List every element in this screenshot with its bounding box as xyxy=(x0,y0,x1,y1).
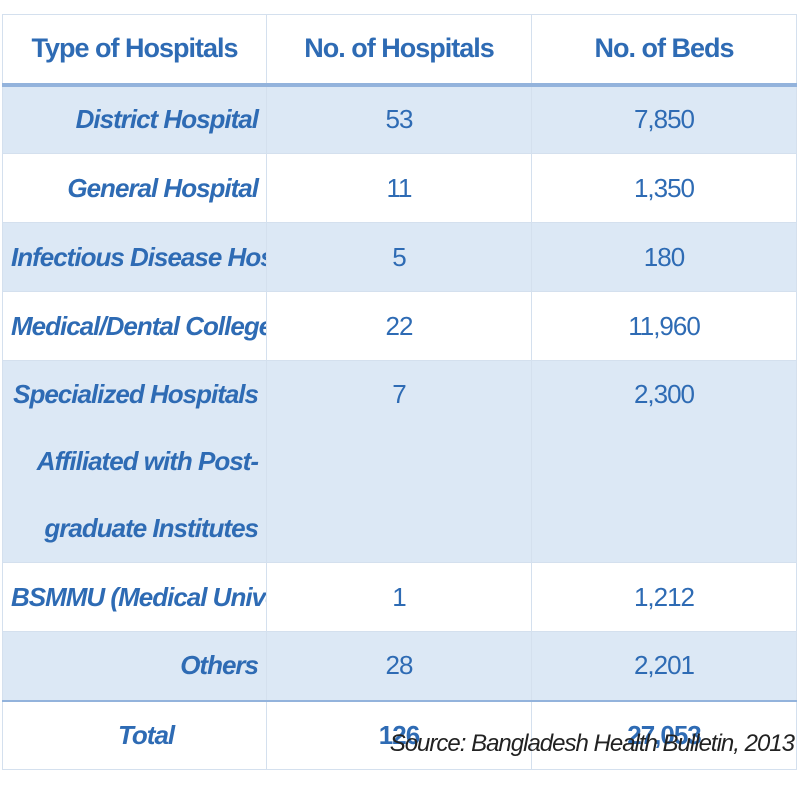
total-row: Total 126 27,053 xyxy=(2,699,797,770)
table-row: BSMMU (Medical University) 1 1,212 xyxy=(2,562,797,632)
total-beds: 27,053 xyxy=(531,699,797,770)
table-row: Others 28 2,201 xyxy=(2,631,797,701)
header-hospitals: No. of Hospitals xyxy=(266,14,532,87)
hospital-table: Type of Hospitals No. of Hospitals No. o… xyxy=(2,14,797,770)
hospital-type: General Hospital xyxy=(2,153,267,223)
header-beds: No. of Beds xyxy=(531,14,797,87)
bed-count: 2,300 xyxy=(531,360,797,563)
hospital-count: 28 xyxy=(266,631,532,701)
hospital-type: Infectious Disease Hospital xyxy=(2,222,267,292)
table-row: Infectious Disease Hospital 5 180 xyxy=(2,222,797,292)
hospital-type: BSMMU (Medical University) xyxy=(2,562,267,632)
bed-count: 1,350 xyxy=(531,153,797,223)
table-row: Specialized Hospitals Affiliated with Po… xyxy=(2,360,797,563)
hospital-count: 11 xyxy=(266,153,532,223)
bed-count: 180 xyxy=(531,222,797,292)
bed-count: 7,850 xyxy=(531,84,797,154)
hospital-type: Specialized Hospitals Affiliated with Po… xyxy=(2,360,267,563)
table-row: General Hospital 11 1,350 xyxy=(2,153,797,223)
bed-count: 11,960 xyxy=(531,291,797,361)
hospital-type: Others xyxy=(2,631,267,701)
hospital-count: 7 xyxy=(266,360,532,563)
header-type: Type of Hospitals xyxy=(2,14,267,87)
bed-count: 2,201 xyxy=(531,631,797,701)
table-row: Medical/Dental College Hospital 22 11,96… xyxy=(2,291,797,361)
hospital-count: 1 xyxy=(266,562,532,632)
header-row: Type of Hospitals No. of Hospitals No. o… xyxy=(2,14,797,87)
total-label: Total xyxy=(2,699,267,770)
hospital-count: 22 xyxy=(266,291,532,361)
hospital-count: 53 xyxy=(266,84,532,154)
table-row: District Hospital 53 7,850 xyxy=(2,84,797,154)
hospital-type: District Hospital xyxy=(2,84,267,154)
bed-count: 1,212 xyxy=(531,562,797,632)
hospital-type: Medical/Dental College Hospital xyxy=(2,291,267,361)
hospital-count: 5 xyxy=(266,222,532,292)
source-note: Source: Bangladesh Health Bulletin, 2013 xyxy=(389,730,795,757)
total-hospitals: 126 xyxy=(266,699,532,770)
